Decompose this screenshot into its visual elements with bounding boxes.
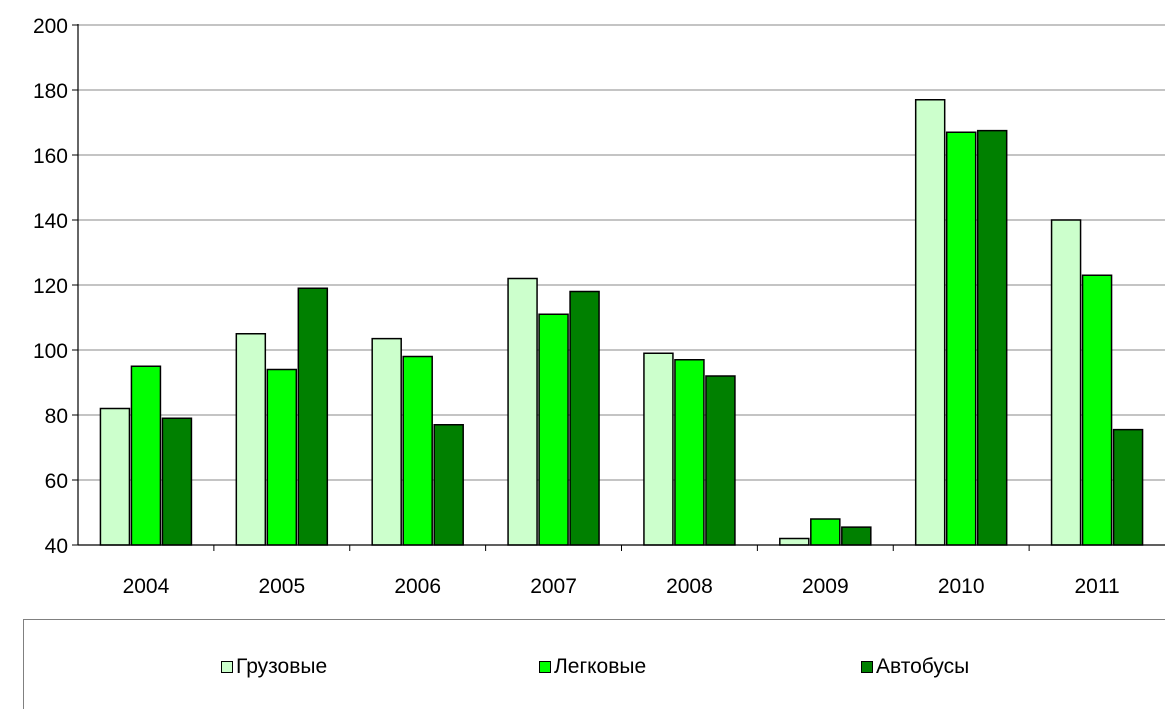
- bar-2008-series-3: [705, 375, 736, 546]
- bar-2011-series-3: [1112, 428, 1144, 546]
- legend-label-gruzovye: Грузовые: [236, 655, 328, 678]
- bars: [99, 99, 1144, 546]
- legend: Грузовые Легковые Автобусы: [23, 619, 1165, 709]
- legend-item-avtobusy: Автобусы: [861, 655, 969, 679]
- y-tick-label: 180: [33, 80, 68, 103]
- bar-2006-series-1: [371, 337, 402, 546]
- bar-2009-series-2: [810, 518, 841, 546]
- bar-2009-series-3: [841, 526, 872, 546]
- bar-2004-series-1: [99, 407, 131, 546]
- bar-2005-series-2: [266, 368, 298, 546]
- bar-2008-series-1: [643, 352, 674, 546]
- y-tick-label: 100: [33, 340, 68, 363]
- bar-2007-series-3: [569, 290, 600, 546]
- y-tick-label: 160: [33, 145, 68, 168]
- bar-2006-series-2: [402, 355, 433, 546]
- axes: [72, 24, 1165, 551]
- bar-2007-series-1: [507, 277, 538, 546]
- bar-2004-series-3: [161, 417, 193, 546]
- y-tick-label: 120: [33, 275, 68, 298]
- legend-item-gruzovye: Грузовые: [221, 655, 327, 679]
- y-tick-label: 200: [33, 15, 68, 38]
- bar-2004-series-2: [130, 365, 162, 546]
- bar-2005-series-3: [297, 287, 329, 546]
- x-tick-label: 2007: [530, 575, 577, 598]
- y-tick-label: 80: [45, 405, 68, 428]
- x-tick-labels: 2004 2005 2006 2007 2008 2009 2010 2011: [123, 575, 1120, 598]
- bar-2008-series-2: [674, 359, 705, 546]
- legend-item-legkovye: Легковые: [539, 655, 646, 679]
- bar-2010-series-3: [976, 129, 1008, 546]
- x-tick-label: 2004: [123, 575, 170, 598]
- y-tick-label: 60: [45, 470, 68, 493]
- x-tick-label: 2009: [802, 575, 849, 598]
- x-tick-label: 2010: [938, 575, 985, 598]
- x-tick-label: 2011: [1074, 575, 1119, 598]
- x-tick-label: 2008: [666, 575, 713, 598]
- legend-swatch-gruzovye: [221, 661, 233, 673]
- y-tick-label: 140: [33, 210, 68, 233]
- bar-2010-series-2: [945, 131, 977, 546]
- bar-2006-series-3: [433, 424, 464, 546]
- legend-swatch-avtobusy: [861, 661, 873, 673]
- bar-2005-series-1: [235, 333, 267, 546]
- legend-swatch-legkovye: [539, 661, 551, 673]
- legend-label-avtobusy: Автобусы: [876, 655, 970, 678]
- legend-label-legkovye: Легковые: [554, 655, 647, 678]
- bar-2011-series-2: [1081, 274, 1113, 546]
- y-tick-labels: 40 60 80 100 120 140 160 180 200: [33, 15, 68, 558]
- bar-2010-series-1: [914, 99, 946, 546]
- x-tick-label: 2005: [258, 575, 305, 598]
- bar-2007-series-2: [538, 313, 569, 546]
- y-tick-label: 40: [45, 535, 68, 558]
- bar-2011-series-1: [1050, 219, 1082, 546]
- x-tick-label: 2006: [394, 575, 441, 598]
- bar-2009-series-1: [779, 537, 810, 546]
